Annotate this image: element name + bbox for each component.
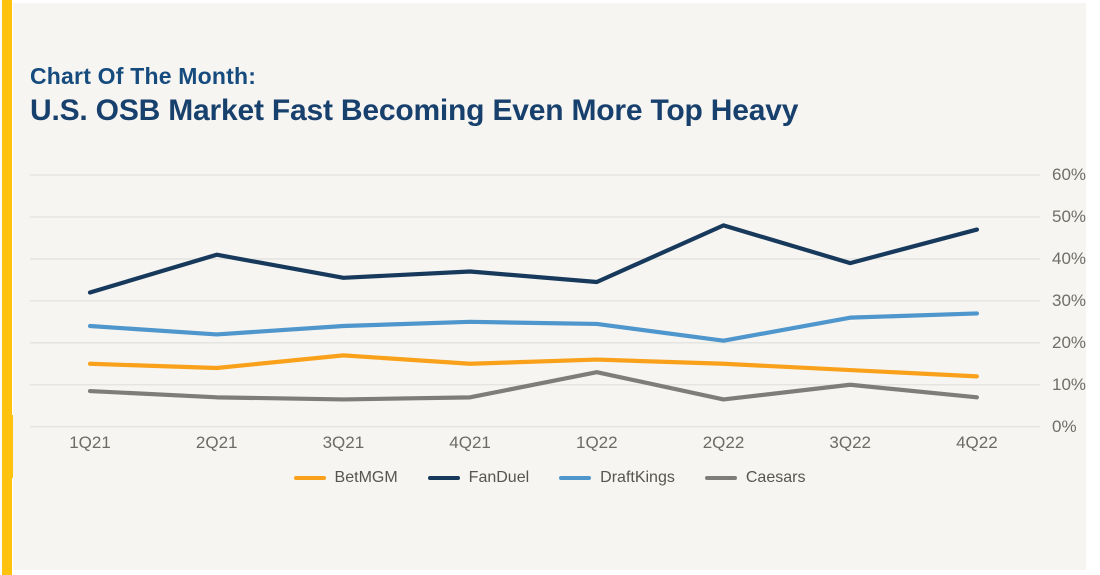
legend-swatch-draftkings	[559, 476, 592, 480]
x-tick-label-2q22: 2Q22	[702, 433, 745, 452]
legend-label-draftkings: DraftKings	[600, 469, 675, 486]
legend-swatch-fanduel	[427, 476, 460, 480]
line-chart-plot-area	[30, 165, 1040, 428]
legend-swatch-caesars	[704, 476, 737, 480]
x-tick-label-2q21: 2Q21	[195, 433, 238, 452]
y-tick-label-0%: 0%	[1052, 416, 1077, 436]
chart-legend: BetMGM FanDuel DraftKings Caesars	[13, 469, 1086, 487]
x-tick-label-1q22: 1Q22	[576, 433, 618, 452]
legend-item-caesars: Caesars	[704, 469, 806, 487]
series-line-caesars	[87, 370, 980, 402]
x-tick-label-1q21: 1Q21	[69, 433, 111, 452]
chart-card: Chart Of The Month: U.S. OSB Market Fast…	[13, 3, 1086, 570]
left-accent-bar	[2, 0, 12, 575]
series-line-draftkings	[87, 311, 980, 343]
legend-label-caesars: Caesars	[745, 469, 806, 486]
legend-item-betmgm: BetMGM	[293, 469, 398, 487]
legend-label-fanduel: FanDuel	[468, 469, 530, 486]
x-tick-label-3q21: 3Q21	[322, 433, 365, 452]
y-tick-label-20%: 20%	[1052, 332, 1087, 352]
line-chart-svg	[30, 174, 1040, 428]
x-tick-label-3q22: 3Q22	[829, 433, 871, 452]
legend-swatch-betmgm	[293, 476, 326, 480]
legend-label-betmgm: BetMGM	[334, 469, 398, 486]
y-tick-label-60%: 60%	[1052, 165, 1087, 185]
x-axis-labels: 1Q21 2Q21 3Q21 4Q21 1Q22 2Q22 3Q22 4Q22	[30, 433, 1040, 457]
x-tick-label-4q22: 4Q22	[956, 433, 998, 452]
legend-item-fanduel: FanDuel	[427, 469, 530, 487]
series-line-fanduel	[87, 223, 980, 295]
chart-eyebrow: Chart Of The Month:	[30, 63, 257, 89]
y-tick-label-40%: 40%	[1052, 248, 1087, 268]
series-line-betmgm	[87, 353, 980, 379]
y-axis-labels: 0% 10% 20% 30% 40% 50% 60%	[1052, 165, 1100, 436]
page-title: U.S. OSB Market Fast Becoming Even More …	[30, 94, 799, 127]
legend-item-draftkings: DraftKings	[559, 469, 675, 487]
y-tick-label-10%: 10%	[1052, 374, 1087, 394]
y-tick-label-50%: 50%	[1052, 206, 1087, 226]
x-tick-label-4q21: 4Q21	[449, 433, 491, 452]
y-tick-label-30%: 30%	[1052, 290, 1087, 310]
